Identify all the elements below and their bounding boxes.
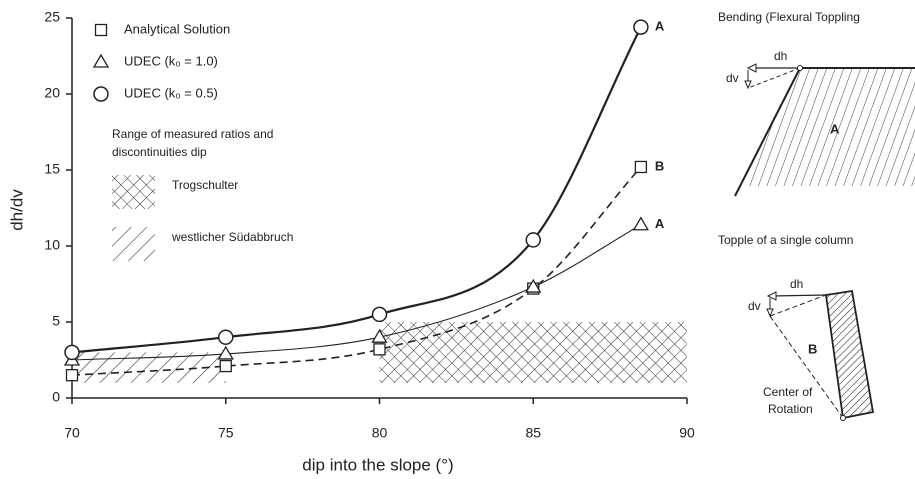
marker-triangle [371,328,388,343]
marker-triangle [525,278,542,293]
arrow-head [744,80,752,90]
marker-circle [525,232,541,248]
marker-square [94,23,108,37]
mode-label: B [808,341,817,356]
bending-diagram: Bending (Flexural Toppling dh dv A [718,10,915,206]
y-tick-label: 10 [44,237,60,253]
marker-circle [633,19,649,35]
range-legend-title: Range of measured ratios and [112,127,273,141]
marker-triangle [92,53,110,68]
series-line [71,166,642,376]
center-label: Center of [763,385,813,399]
dv-label: dv [748,299,761,313]
marker-circle [218,329,234,345]
diagram-title: Bending (Flexural Toppling [718,10,860,24]
y-tick-label: 0 [52,389,60,405]
y-tick-label: 25 [44,9,60,25]
legend-swatch [112,227,155,261]
legend-label: UDEC (k₀ = 1.0) [124,53,218,68]
y-tick-label: 5 [52,313,60,329]
end-label: B [655,158,664,173]
marker-square [634,160,648,174]
diagram-title: Topple of a single column [718,233,853,247]
x-tick-label: 90 [679,425,695,441]
range-legend-title: discontinuities dip [112,145,207,159]
marker-circle [93,86,109,102]
rotated-top [769,294,827,317]
marker-square [373,343,386,356]
x-tick-label: 70 [64,425,80,441]
dv-label: dv [726,71,739,85]
legend-swatch [112,175,155,209]
mask [728,186,915,206]
center-point [840,415,846,421]
marker-square [219,359,232,373]
rotated-edge [769,315,844,419]
x-tick-label: 75 [218,425,234,441]
range-area [379,322,687,383]
mode-label: A [830,121,840,136]
marker-triangle [217,345,234,360]
series-line [71,26,642,354]
end-label: A [655,19,665,34]
legend-label: Analytical Solution [124,21,230,36]
marker-circle [371,306,388,323]
marker-circle [64,344,80,361]
x-axis-label: dip into the slope (°) [302,455,453,474]
dh-arrow [771,294,827,297]
end-label: A [655,216,665,231]
slope-face [734,67,801,197]
marker-triangle [632,216,650,231]
y-tick-label: 20 [44,85,60,101]
topple-diagram: Topple of a single column dh dv B Center… [718,233,875,421]
legend-label: UDEC (k₀ = 0.5) [124,85,218,100]
x-tick-label: 80 [372,425,388,441]
x-tick-label: 85 [525,425,541,441]
y-axis-label: dh/dv [7,189,26,231]
dh-label: dh [774,49,787,63]
arrow-head [766,291,777,301]
column [824,289,875,420]
legend-label: westlicher Südabbruch [171,230,293,244]
original-edge [825,294,844,419]
dh-label: dh [790,277,803,291]
y-tick-label: 15 [44,161,60,177]
legend-label: Trogschulter [172,178,238,192]
rotated-line [747,67,801,89]
rock-mass [735,68,915,200]
arrow-head [746,63,757,73]
center-label: Rotation [768,402,813,416]
pivot [797,65,803,71]
arrow-head [766,308,774,318]
marker-square [65,369,79,382]
